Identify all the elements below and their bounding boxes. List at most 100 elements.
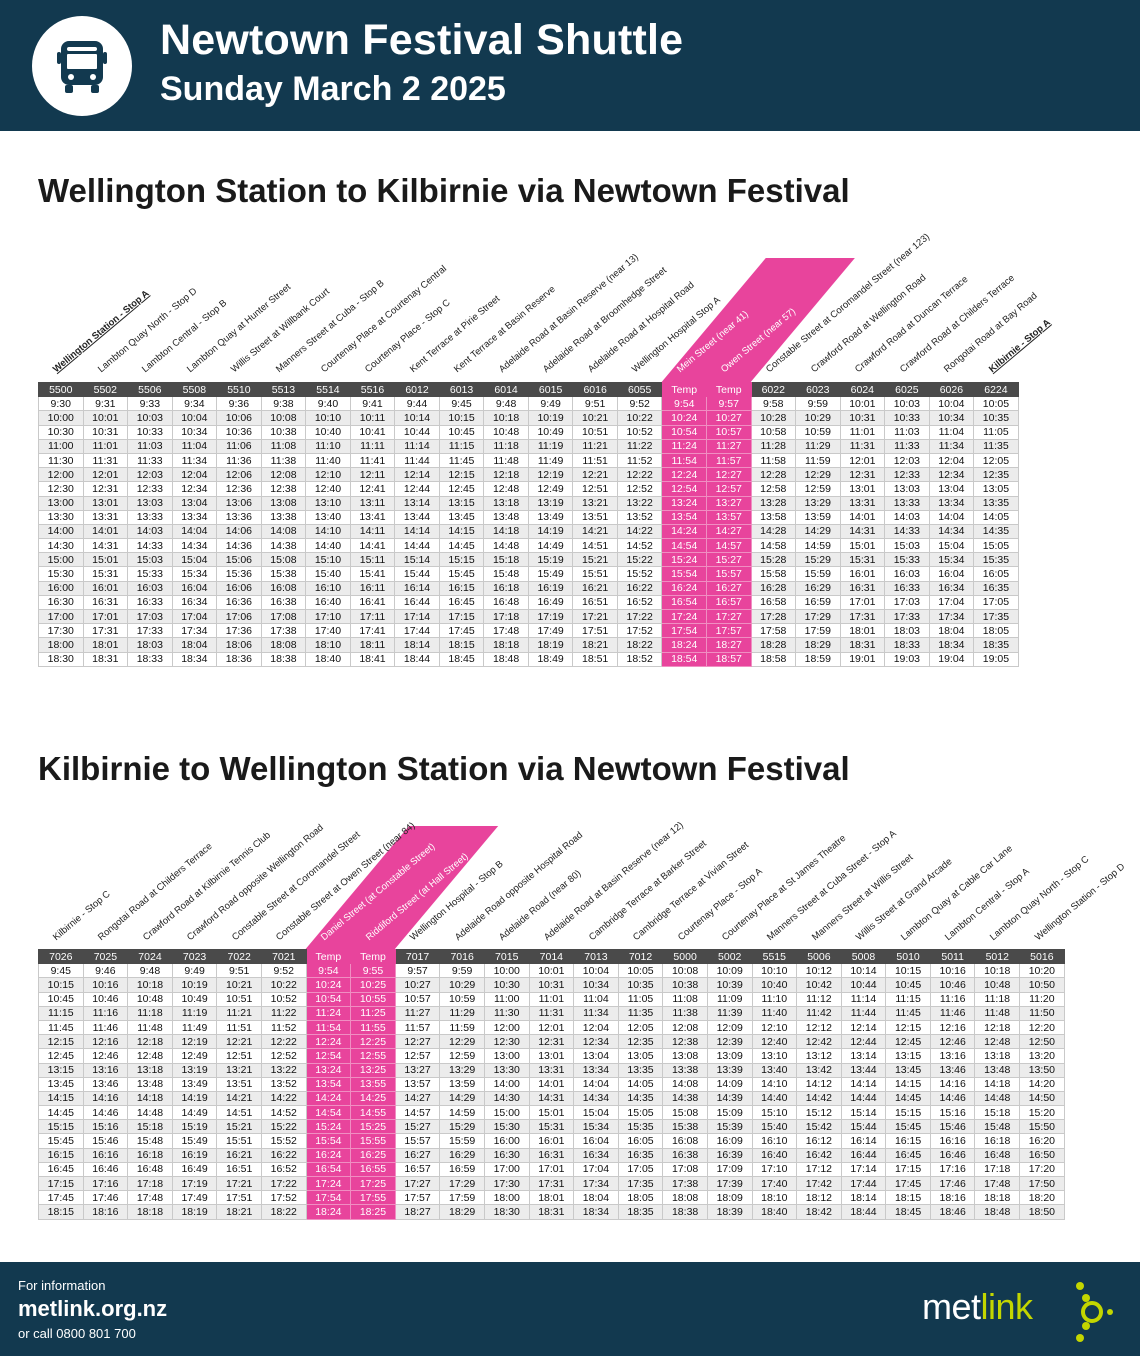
departure-time: 13:16 <box>929 1048 976 1064</box>
departure-time: 10:25 <box>350 977 396 993</box>
departure-time: 18:10 <box>305 637 351 653</box>
departure-time: 11:45 <box>438 452 485 469</box>
departure-time: 18:08 <box>662 1190 708 1206</box>
departure-time: 16:35 <box>617 1147 664 1163</box>
website-link[interactable]: metlink.org.nz <box>18 1296 168 1321</box>
departure-time: 13:38 <box>260 509 307 525</box>
departure-time: 13:34 <box>171 509 218 525</box>
departure-time: 13:35 <box>973 495 1019 511</box>
departure-time: 15:10 <box>305 552 351 568</box>
departure-time: 13:01 <box>839 481 886 497</box>
departure-time: 9:34 <box>171 396 218 412</box>
stop-code: 6015 <box>527 381 574 398</box>
departure-time: 18:42 <box>796 1204 842 1220</box>
departure-time: 18:01 <box>82 637 129 653</box>
departure-time: 9:57 <box>394 963 441 979</box>
departure-time: 17:00 <box>38 608 84 625</box>
departure-time: 15:22 <box>616 552 663 568</box>
departure-time: 11:38 <box>260 452 307 469</box>
departure-time: 18:08 <box>260 637 307 653</box>
page-header: Newtown Festival Shuttle Sunday March 2 … <box>0 0 1140 131</box>
departure-time: 15:00 <box>38 552 84 568</box>
departure-time: 12:09 <box>706 1019 753 1036</box>
departure-time: 12:18 <box>483 467 529 483</box>
departure-time: 18:44 <box>394 651 440 667</box>
departure-time: 10:10 <box>751 963 798 979</box>
departure-time: 13:18 <box>974 1048 1021 1064</box>
departure-time: 15:55 <box>350 1133 396 1149</box>
departure-time: 12:54 <box>661 481 707 497</box>
departure-time: 11:15 <box>438 438 485 454</box>
departure-time: 18:48 <box>483 651 529 667</box>
departure-time: 13:08 <box>260 495 307 511</box>
departure-time: 17:38 <box>260 623 307 639</box>
departure-time: 14:48 <box>974 1090 1021 1107</box>
info-label: For information <box>18 1278 106 1293</box>
departure-time: 11:11 <box>349 438 396 454</box>
departure-time: 16:16 <box>82 1147 129 1163</box>
stop-code: 6025 <box>884 381 930 398</box>
departure-time: 18:54 <box>661 651 707 667</box>
departure-time: 12:42 <box>796 1034 842 1050</box>
departure-time: 16:41 <box>349 594 396 611</box>
departure-time: 10:54 <box>305 991 352 1007</box>
departure-time: 12:36 <box>216 481 262 497</box>
table-row: 16:45 16:46 16:48 16:49 16:51 16:52 16:54 16:55… <box>38 1161 1065 1178</box>
departure-time: 15:04 <box>171 552 218 568</box>
departure-time: 17:19 <box>171 1175 218 1192</box>
departure-time: 16:48 <box>483 594 529 611</box>
departure-time: 16:14 <box>840 1133 887 1149</box>
departure-time: 17:15 <box>38 1175 84 1192</box>
departure-time: 13:18 <box>483 495 529 511</box>
departure-time: 16:54 <box>305 1161 352 1178</box>
departure-time: 17:14 <box>394 608 440 625</box>
departure-time: 10:35 <box>617 977 664 993</box>
departure-time: 17:08 <box>662 1161 708 1178</box>
departure-time: 18:52 <box>616 651 663 667</box>
departure-time: 17:05 <box>973 594 1019 611</box>
departure-time: 9:30 <box>38 396 84 412</box>
departure-time: 10:44 <box>394 424 440 440</box>
departure-time: 11:16 <box>929 991 976 1007</box>
departure-time: 16:29 <box>439 1147 485 1163</box>
departure-time: 14:10 <box>305 523 351 540</box>
departure-time: 16:38 <box>662 1147 708 1163</box>
departure-time: 15:31 <box>82 566 129 582</box>
stop-code: 6022 <box>750 381 797 398</box>
departure-time: 16:11 <box>349 580 396 596</box>
stop-code: 5502 <box>82 381 129 398</box>
departure-time: 17:28 <box>750 608 797 625</box>
departure-time: 10:40 <box>305 424 351 440</box>
table-row: 10:15 10:16 10:18 10:19 10:21 10:22 10:24 10:25… <box>38 977 1065 993</box>
departure-time: 17:34 <box>171 623 218 639</box>
departure-time: 10:03 <box>884 396 930 412</box>
departure-time: 15:03 <box>127 552 173 568</box>
departure-time: 11:40 <box>305 452 351 469</box>
departure-time: 13:14 <box>840 1048 887 1064</box>
departure-time: 9:59 <box>795 396 841 412</box>
departure-time: 12:38 <box>260 481 307 497</box>
departure-time: 11:44 <box>840 1005 887 1021</box>
departure-time: 11:35 <box>973 438 1019 454</box>
departure-time: 16:55 <box>350 1161 396 1178</box>
departure-time: 10:40 <box>751 977 798 993</box>
departure-time: 17:19 <box>527 608 574 625</box>
departure-time: 17:31 <box>528 1175 575 1192</box>
departure-time: 18:48 <box>974 1204 1021 1220</box>
departure-time: 18:05 <box>617 1190 664 1206</box>
departure-time: 15:48 <box>127 1133 173 1149</box>
departure-time: 18:25 <box>350 1204 396 1220</box>
departure-time: 17:31 <box>839 608 886 625</box>
departure-time: 18:45 <box>885 1204 931 1220</box>
departure-time: 12:44 <box>394 481 440 497</box>
departure-time: 18:45 <box>438 651 485 667</box>
departure-time: 9:51 <box>216 963 262 979</box>
departure-time: 16:29 <box>795 580 841 596</box>
departure-time: 14:54 <box>661 538 707 554</box>
departure-time: 14:21 <box>572 523 618 540</box>
departure-time: 16:14 <box>394 580 440 596</box>
stop-code: 7015 <box>483 948 530 965</box>
stop-code: 5002 <box>706 948 753 965</box>
departure-time: 17:01 <box>82 608 129 625</box>
departure-time: 16:04 <box>573 1133 619 1149</box>
